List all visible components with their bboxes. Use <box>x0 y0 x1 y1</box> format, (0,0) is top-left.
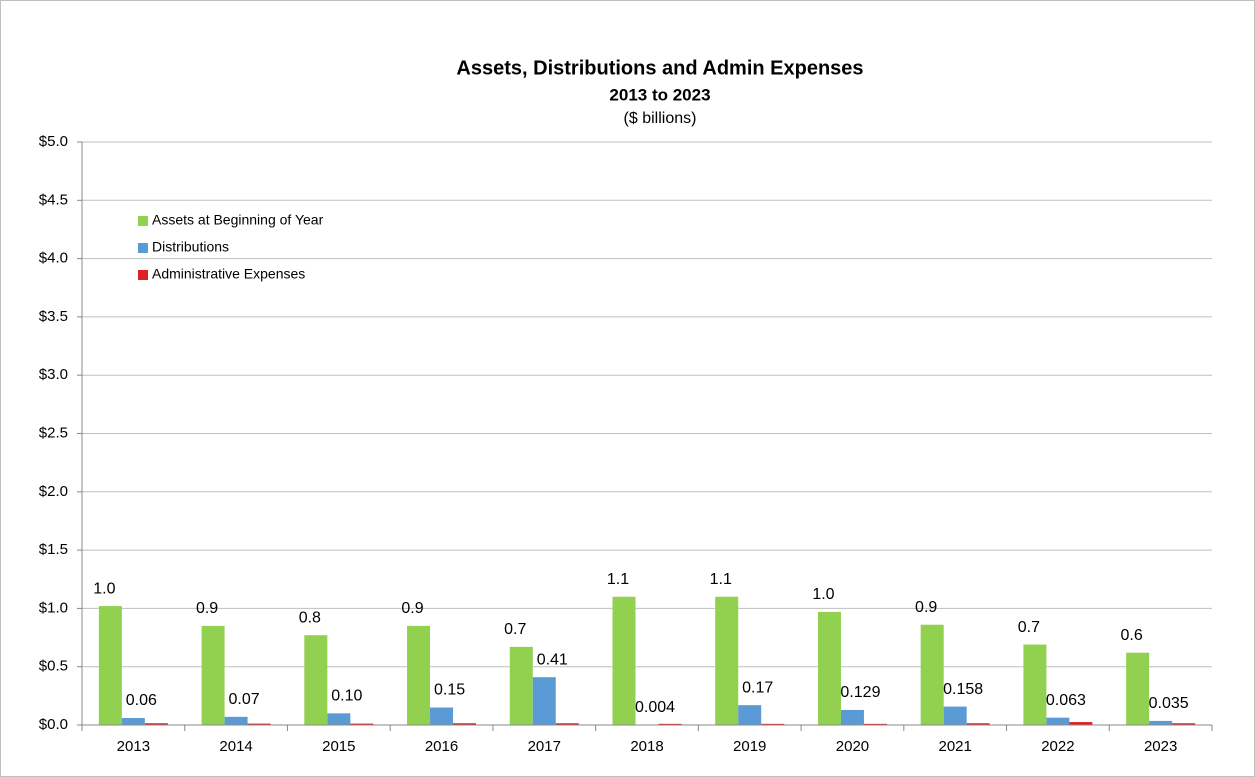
y-tick-label: $3.0 <box>39 366 68 383</box>
data-label: 1.1 <box>607 571 629 588</box>
bar <box>430 707 454 725</box>
y-tick-label: $4.0 <box>39 250 68 267</box>
bar <box>1172 723 1196 725</box>
bar <box>817 611 841 725</box>
legend-label: Distributions <box>152 239 229 255</box>
chart-title: Assets, Distributions and Admin Expenses <box>456 57 863 79</box>
x-tick-label: 2023 <box>1144 738 1177 755</box>
data-label: 0.063 <box>1046 692 1086 709</box>
bar <box>304 635 328 725</box>
y-tick-label: $2.5 <box>39 424 68 441</box>
legend-swatch <box>138 216 148 226</box>
data-label: 0.41 <box>537 651 568 668</box>
y-tick-label: $4.5 <box>39 191 68 208</box>
y-tick-label: $2.0 <box>39 483 68 500</box>
bar <box>612 596 636 725</box>
bar <box>1023 644 1047 725</box>
bar <box>407 625 431 725</box>
unit-note: ($ billions) <box>624 110 697 127</box>
bar <box>509 646 533 725</box>
data-label: 0.035 <box>1149 695 1189 712</box>
bar <box>121 718 145 725</box>
bar <box>144 723 168 725</box>
bar <box>943 706 967 725</box>
data-label: 0.06 <box>126 692 157 709</box>
data-label: 0.17 <box>742 679 773 696</box>
bar <box>98 606 122 725</box>
bar <box>966 723 990 725</box>
chart-subtitle: 2013 to 2023 <box>609 85 710 104</box>
data-label: 0.10 <box>331 688 362 705</box>
x-tick-label: 2021 <box>938 738 971 755</box>
data-label: 0.8 <box>299 609 321 626</box>
data-label: 0.07 <box>229 691 260 708</box>
bar <box>658 723 682 725</box>
legend-label: Administrative Expenses <box>152 266 305 282</box>
legend-label: Assets at Beginning of Year <box>152 212 324 228</box>
bar <box>201 625 225 725</box>
bar <box>224 716 248 725</box>
y-tick-label: $1.5 <box>39 541 68 558</box>
y-tick-label: $0.0 <box>39 716 68 733</box>
legend-swatch <box>138 243 148 253</box>
x-tick-label: 2018 <box>630 738 663 755</box>
data-label: 0.15 <box>434 682 465 699</box>
y-tick-label: $5.0 <box>39 133 68 150</box>
bar <box>555 723 579 725</box>
bar <box>1069 722 1093 725</box>
bar <box>453 723 477 725</box>
data-label: 0.9 <box>401 600 423 617</box>
bar <box>247 723 271 725</box>
data-label: 0.158 <box>943 681 983 698</box>
data-label: 0.6 <box>1121 627 1143 644</box>
bar <box>327 713 351 725</box>
bar <box>715 596 739 725</box>
x-tick-label: 2015 <box>322 738 355 755</box>
data-label: 1.0 <box>93 580 115 597</box>
bar <box>863 723 887 725</box>
x-tick-label: 2022 <box>1041 738 1074 755</box>
bar <box>532 677 556 725</box>
x-tick-label: 2013 <box>117 738 150 755</box>
bar <box>738 705 762 725</box>
bar <box>761 723 785 725</box>
x-tick-label: 2019 <box>733 738 766 755</box>
data-label: 0.129 <box>840 684 880 701</box>
data-label: 0.9 <box>915 599 937 616</box>
bar <box>840 709 864 725</box>
bar <box>1149 720 1173 725</box>
bar <box>350 723 374 725</box>
y-tick-label: $3.5 <box>39 308 68 325</box>
bar <box>1126 652 1150 725</box>
bar <box>1046 717 1070 725</box>
y-tick-label: $0.5 <box>39 658 68 675</box>
legend-swatch <box>138 270 148 280</box>
x-tick-label: 2020 <box>836 738 869 755</box>
data-label: 0.9 <box>196 600 218 617</box>
x-tick-label: 2016 <box>425 738 458 755</box>
data-label: 1.0 <box>812 586 834 603</box>
y-tick-label: $1.0 <box>39 599 68 616</box>
x-tick-label: 2017 <box>528 738 561 755</box>
x-tick-label: 2014 <box>219 738 252 755</box>
data-label: 0.7 <box>1018 619 1040 636</box>
data-label: 1.1 <box>710 571 732 588</box>
data-label: 0.7 <box>504 621 526 638</box>
bar <box>920 624 944 725</box>
data-label: 0.004 <box>635 699 675 716</box>
